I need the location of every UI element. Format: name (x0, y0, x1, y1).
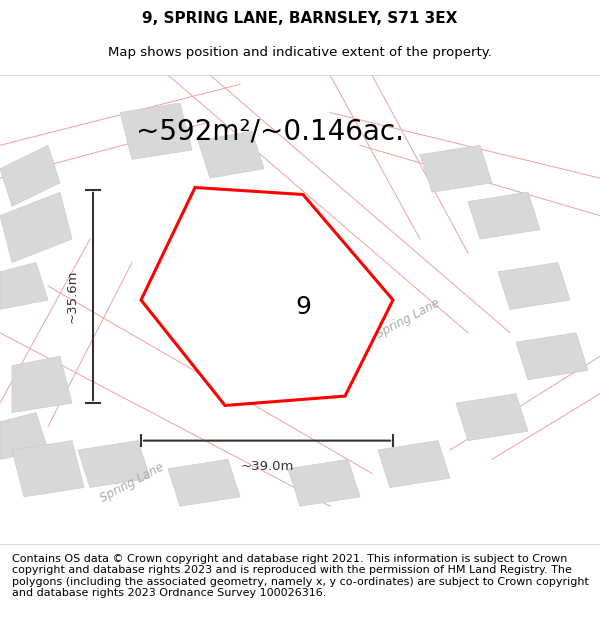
Polygon shape (78, 441, 150, 488)
Polygon shape (234, 276, 288, 319)
Polygon shape (141, 188, 393, 406)
Polygon shape (378, 441, 450, 488)
Text: ~39.0m: ~39.0m (241, 460, 293, 473)
Polygon shape (0, 412, 48, 459)
Text: 9: 9 (295, 294, 311, 319)
Text: Map shows position and indicative extent of the property.: Map shows position and indicative extent… (108, 46, 492, 59)
Polygon shape (0, 192, 72, 262)
Polygon shape (12, 356, 72, 412)
Text: ~35.6m: ~35.6m (65, 270, 79, 323)
Text: Spring Lane: Spring Lane (374, 296, 442, 341)
Polygon shape (498, 262, 570, 309)
Text: Spring Lane: Spring Lane (98, 461, 166, 505)
Polygon shape (168, 459, 240, 506)
Polygon shape (288, 459, 360, 506)
Text: Contains OS data © Crown copyright and database right 2021. This information is : Contains OS data © Crown copyright and d… (12, 554, 589, 598)
Text: ~592m²/~0.146ac.: ~592m²/~0.146ac. (136, 118, 404, 145)
Polygon shape (120, 103, 192, 159)
Polygon shape (0, 262, 48, 309)
Polygon shape (468, 192, 540, 239)
Polygon shape (0, 145, 60, 206)
Polygon shape (516, 332, 588, 379)
Text: 9, SPRING LANE, BARNSLEY, S71 3EX: 9, SPRING LANE, BARNSLEY, S71 3EX (142, 11, 458, 26)
Polygon shape (420, 145, 492, 192)
Polygon shape (210, 234, 264, 281)
Polygon shape (198, 131, 264, 178)
Polygon shape (456, 394, 528, 441)
Polygon shape (12, 441, 84, 497)
